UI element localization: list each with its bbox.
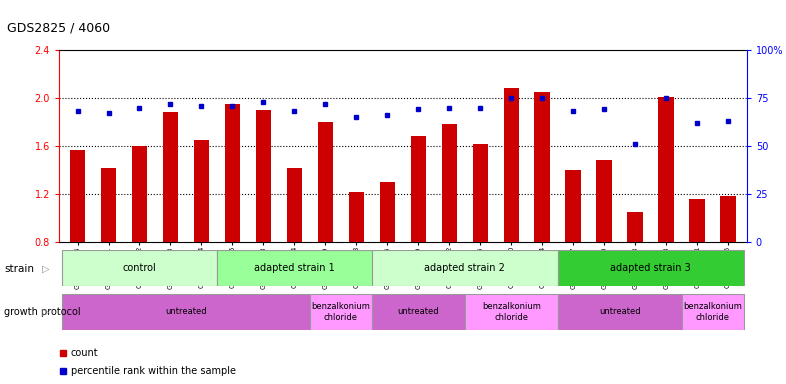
Text: ▷: ▷ (42, 307, 50, 317)
Bar (720, 196, 736, 242)
Text: untreated: untreated (599, 308, 641, 316)
Bar (372, 250, 558, 286)
Bar (62, 250, 217, 286)
Bar (287, 167, 302, 242)
Bar (380, 182, 395, 242)
Bar (410, 136, 426, 242)
Text: ▷: ▷ (42, 264, 50, 274)
Text: adapted strain 2: adapted strain 2 (424, 263, 505, 273)
Bar (558, 294, 681, 330)
Bar (318, 122, 333, 242)
Bar (597, 161, 612, 242)
Bar (225, 104, 241, 242)
Bar (558, 250, 744, 286)
Bar (255, 110, 271, 242)
Bar (163, 113, 178, 242)
Bar (310, 294, 372, 330)
Bar (465, 294, 558, 330)
Bar (689, 199, 705, 242)
Text: control: control (123, 263, 156, 273)
Bar (442, 124, 457, 242)
Bar (472, 144, 488, 242)
Bar (132, 146, 147, 242)
Text: benzalkonium
chloride: benzalkonium chloride (482, 302, 541, 322)
Text: growth protocol: growth protocol (4, 307, 80, 317)
Text: benzalkonium
chloride: benzalkonium chloride (311, 302, 370, 322)
Text: GDS2825 / 4060: GDS2825 / 4060 (7, 22, 111, 35)
Bar (62, 294, 310, 330)
Bar (101, 167, 116, 242)
Text: strain: strain (4, 264, 34, 274)
Text: untreated: untreated (398, 308, 439, 316)
Bar (627, 212, 643, 242)
Text: adapted strain 3: adapted strain 3 (610, 263, 691, 273)
Bar (681, 294, 744, 330)
Text: benzalkonium
chloride: benzalkonium chloride (683, 302, 742, 322)
Bar (565, 170, 581, 242)
Bar (70, 149, 86, 242)
Bar (193, 140, 209, 242)
Bar (504, 88, 519, 242)
Bar (217, 250, 372, 286)
Text: count: count (71, 348, 98, 358)
Bar (349, 192, 364, 242)
Bar (534, 92, 550, 242)
Text: percentile rank within the sample: percentile rank within the sample (71, 366, 236, 376)
Text: adapted strain 1: adapted strain 1 (254, 263, 335, 273)
Bar (372, 294, 465, 330)
Bar (659, 97, 674, 242)
Text: untreated: untreated (165, 308, 207, 316)
